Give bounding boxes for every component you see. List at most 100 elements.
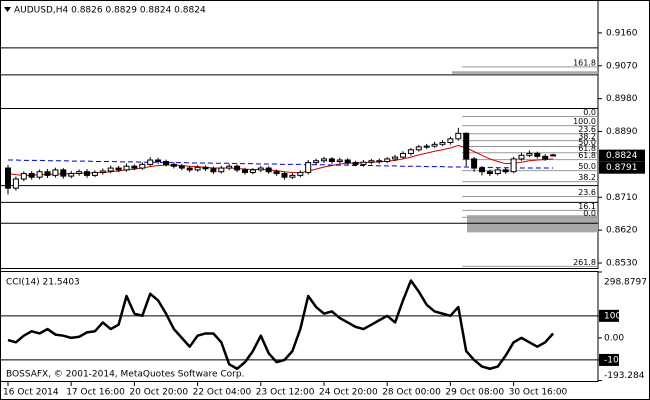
candle-body xyxy=(186,167,193,171)
cci-panel xyxy=(0,271,599,382)
candle-body xyxy=(178,165,185,169)
y-tick-label: 0.8530 xyxy=(606,259,638,269)
fib-label: 61.8 xyxy=(578,144,596,153)
fib-label: 23.6 xyxy=(578,125,596,134)
candle-body xyxy=(439,141,446,145)
candle-body xyxy=(44,171,51,176)
candle-body xyxy=(155,159,162,162)
candle-body xyxy=(170,163,177,167)
candle-body xyxy=(502,169,509,173)
y-tick-label: 0.8710 xyxy=(606,193,638,203)
candle-body xyxy=(305,162,312,173)
fib-label: 16.1 xyxy=(578,202,596,211)
candle-body xyxy=(534,152,541,157)
candle-body xyxy=(163,160,169,165)
candle-body xyxy=(400,152,406,158)
candle-body xyxy=(265,167,272,173)
candle-body xyxy=(328,158,335,162)
y-tick-label: 0.00 xyxy=(604,333,624,343)
candle-body xyxy=(257,167,264,171)
level-label-box xyxy=(599,353,619,366)
candle-body xyxy=(5,167,11,189)
candle-body xyxy=(210,168,217,173)
candle-body xyxy=(542,155,549,160)
candle-body xyxy=(84,171,90,176)
price-label: 0.8824 xyxy=(606,151,638,161)
y-tick-label: 0.8620 xyxy=(606,226,638,236)
candle-body xyxy=(242,169,248,173)
chart-title: AUDUSD,H4 0.8826 0.8829 0.8824 0.8824 xyxy=(14,6,206,16)
price-label-box xyxy=(599,149,645,162)
y-tick-label: 100 xyxy=(604,311,621,321)
candle-body xyxy=(447,138,454,143)
candle-body xyxy=(321,158,327,162)
zone xyxy=(467,215,598,233)
dropdown-icon xyxy=(4,7,11,12)
candle-body xyxy=(68,173,75,177)
candle-body xyxy=(550,154,557,157)
candle-body xyxy=(12,178,19,189)
candle-body xyxy=(289,174,296,178)
moving-average xyxy=(8,159,554,169)
fib-label: 50.0 xyxy=(578,138,596,147)
candle-body xyxy=(415,146,422,151)
candle-body xyxy=(218,167,225,173)
fib-label: 38.2 xyxy=(578,132,596,141)
copyright: BOSSAFX, © 2001-2014, MetaQuotes Softwar… xyxy=(6,370,244,380)
candle-body xyxy=(139,163,146,169)
y-tick-label: -100 xyxy=(604,355,625,365)
candle-body xyxy=(234,165,241,171)
y-tick-label: -193.284 xyxy=(604,371,645,381)
candle-body xyxy=(194,166,201,171)
candle-body xyxy=(518,154,525,160)
candle-body xyxy=(431,143,438,147)
y-tick-label: 0.8980 xyxy=(606,94,638,104)
x-tick-label: 16 Oct 2014 xyxy=(3,388,59,398)
candle-body xyxy=(202,166,209,170)
candle-body xyxy=(76,171,83,175)
candle-body xyxy=(360,161,367,165)
candle-body xyxy=(463,132,470,160)
moving-average xyxy=(7,144,554,176)
candle-body xyxy=(60,169,67,177)
y-tick-label: 0.8890 xyxy=(606,127,638,137)
candle-body xyxy=(336,159,343,162)
x-tick-label: 28 Oct 00:00 xyxy=(382,388,441,398)
candle-body xyxy=(249,169,256,173)
candle-body xyxy=(376,160,383,163)
y-tick-label: 0.9160 xyxy=(606,28,638,38)
x-tick-label: 30 Oct 16:00 xyxy=(509,388,568,398)
y-tick-label: 0.9070 xyxy=(606,61,638,71)
candle-body xyxy=(147,159,154,165)
candle-body xyxy=(368,160,375,163)
x-tick-label: 23 Oct 12:00 xyxy=(256,388,315,398)
candle-body xyxy=(471,158,478,169)
fib-label: 261.8 xyxy=(573,258,596,267)
price-label-box xyxy=(599,161,645,174)
x-tick-label: 24 Oct 20:00 xyxy=(319,388,378,398)
zone xyxy=(452,71,598,74)
fib-label: 100.0 xyxy=(573,117,596,126)
price-label: 0.8791 xyxy=(606,163,638,173)
candle-body xyxy=(352,162,359,165)
candle-body xyxy=(494,169,501,175)
candle-body xyxy=(297,171,304,176)
candle-body xyxy=(91,171,98,176)
candle-body xyxy=(423,145,430,148)
candle-body xyxy=(226,165,233,169)
candle-body xyxy=(455,132,462,140)
candle-body xyxy=(52,169,59,176)
candle-body xyxy=(99,170,106,173)
candle-body xyxy=(273,171,280,175)
x-tick-label: 22 Oct 04:00 xyxy=(193,388,252,398)
candle-body xyxy=(344,159,351,164)
candle-body xyxy=(131,165,138,169)
candle-body xyxy=(20,173,27,180)
cci-line xyxy=(7,279,555,371)
cci-title: CCI(14) 21.5403 xyxy=(6,278,80,288)
x-tick-label: 20 Oct 20:00 xyxy=(129,388,188,398)
candle-body xyxy=(479,167,485,173)
candle-body xyxy=(313,160,320,164)
